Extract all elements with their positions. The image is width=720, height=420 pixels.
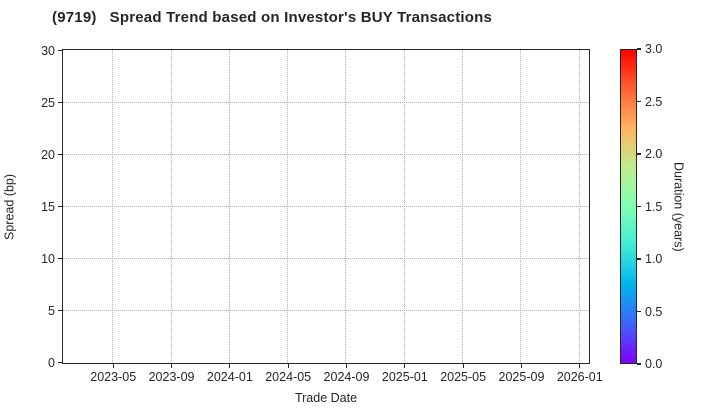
y-tick-mark [58,205,62,208]
colorbar-tick-label: 0.0 [645,357,663,371]
gridline-vertical [228,50,230,363]
colorbar-tick-mark [637,205,641,208]
y-tick-mark [58,257,62,260]
gridline-horizontal [63,153,589,155]
y-tick-label: 30 [41,43,55,58]
gridline-vertical [578,50,580,363]
y-tick-label: 10 [41,251,55,266]
x-tick-mark [462,364,464,368]
x-tick-mark [404,364,406,368]
y-tick-mark [58,153,62,156]
x-tick-mark [170,364,173,368]
x-tick-label: 2025-09 [498,370,545,384]
colorbar-tick-mark [637,258,641,260]
chart-title: (9719) Spread Trend based on Investor's … [52,9,493,26]
gridline-horizontal [63,205,589,207]
plot-area [62,49,590,364]
x-tick-mark [229,364,231,368]
y-tick-label: 0 [48,355,55,370]
x-tick-label: 2026-01 [556,370,603,384]
gridline-vertical [287,50,289,363]
y-tick-label: 15 [41,199,55,214]
gridline-vertical [170,50,172,363]
x-tick-mark [579,364,581,368]
gridline-horizontal [63,257,589,259]
colorbar-gradient [620,49,637,364]
colorbar-tick-mark [637,363,641,365]
x-tick-label: 2024-05 [265,370,312,384]
colorbar-label: Duration (years) [671,161,686,252]
x-tick-label: 2025-05 [440,370,487,384]
gridline-vertical [403,50,405,363]
x-tick-label: 2024-01 [206,370,253,384]
colorbar-tick-mark [637,310,641,313]
colorbar-tick-label: 0.5 [645,304,663,319]
y-tick-mark [58,309,62,312]
colorbar-tick-label: 1.0 [645,252,663,266]
colorbar-tick-label: 1.5 [645,199,663,214]
y-tick-mark [58,361,62,364]
gridline-vertical [462,50,464,363]
gridline-vertical [345,50,347,363]
gridline-horizontal [63,309,589,311]
colorbar-tick-mark [637,48,641,50]
y-tick-label: 5 [48,303,55,318]
y-tick-label: 20 [41,147,55,162]
x-tick-label: 2025-01 [381,370,428,384]
y-tick-mark [58,49,62,52]
gridline-vertical [520,50,522,363]
x-axis-label: Trade Date [294,391,358,405]
colorbar-tick-mark [637,153,641,155]
colorbar-tick-mark [637,100,641,103]
x-tick-mark [520,364,523,368]
gridline-horizontal [63,101,589,103]
colorbar-tick-label: 2.0 [645,147,663,161]
gridline-vertical [112,50,114,363]
x-tick-label: 2024-09 [323,370,370,384]
x-tick-label: 2023-05 [90,370,137,384]
colorbar-tick-label: 2.5 [645,94,663,109]
x-tick-mark [287,364,289,368]
x-tick-label: 2023-09 [148,370,195,384]
x-tick-mark [112,364,114,368]
y-tick-mark [58,101,62,104]
y-tick-label: 25 [41,95,55,110]
x-tick-mark [345,364,348,368]
colorbar-tick-label: 3.0 [645,42,663,56]
